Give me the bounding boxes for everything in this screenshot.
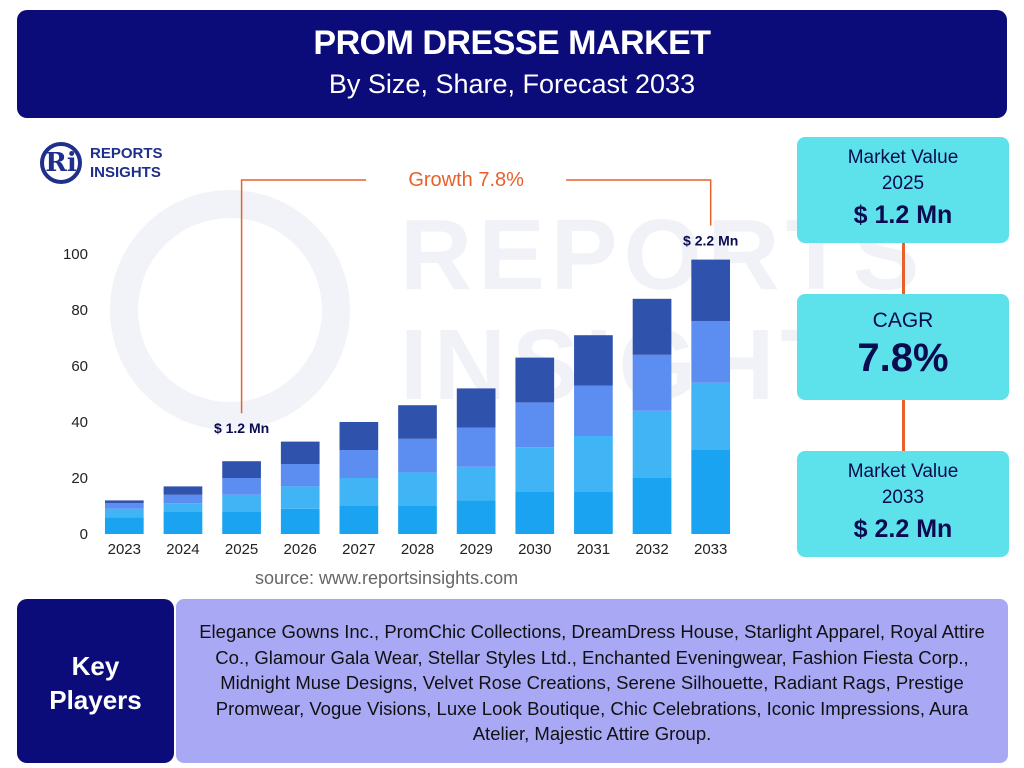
- x-tick-label: 2030: [518, 541, 551, 558]
- bar-segment-2028-2: [398, 472, 437, 506]
- bar-segment-2033-1: [691, 450, 731, 534]
- bar-segment-2027-1: [339, 506, 379, 534]
- cagr-card: CAGR 7.8%: [797, 294, 1009, 400]
- market-value-2033-year: 2033: [881, 487, 925, 508]
- bar-segment-2026-2: [280, 486, 320, 509]
- x-tick-label: 2024: [166, 541, 199, 558]
- market-value-2025-value: $ 1.2 Mn: [853, 201, 953, 229]
- bar-segment-2025-1: [222, 511, 261, 534]
- bar-segment-2025-4: [222, 461, 261, 478]
- source-note: source: www.reportsinsights.com: [255, 568, 519, 588]
- y-tick-label: 100: [63, 246, 88, 263]
- y-tick-label: 40: [71, 414, 88, 431]
- bar-segment-2029-2: [456, 466, 496, 501]
- stat-connector-top: [902, 243, 905, 294]
- cagr-label: CAGR: [872, 309, 934, 332]
- bar-segment-2032-2: [632, 410, 672, 478]
- y-tick-label: 60: [71, 358, 88, 375]
- market-value-2025-year: 2025: [881, 173, 925, 194]
- x-tick-label: 2023: [108, 541, 141, 558]
- bar-segment-2024-2: [163, 503, 203, 512]
- bar-segment-2023-2: [104, 508, 144, 518]
- bar-segment-2026-3: [280, 464, 320, 487]
- x-tick-label: 2032: [635, 541, 668, 558]
- bar-segment-2032-4: [632, 298, 672, 355]
- market-value-2025-card: Market Value 2025 $ 1.2 Mn: [797, 137, 1009, 243]
- bar-segment-2031-4: [574, 335, 613, 386]
- bar-segment-2025-2: [222, 494, 261, 512]
- x-tick-label: 2029: [459, 541, 492, 558]
- page-subtitle: By Size, Share, Forecast 2033: [328, 69, 696, 99]
- logo-line1: REPORTS: [90, 145, 163, 162]
- bar-segment-2028-4: [398, 405, 437, 439]
- bar-segment-2026-4: [280, 441, 320, 464]
- y-tick-label: 20: [71, 470, 88, 487]
- start-value-label: $ 1.2 Mn: [214, 420, 269, 436]
- bar-segment-2024-4: [163, 486, 203, 495]
- bar-segment-2032-3: [632, 354, 672, 411]
- logo-mark-icon: Ri: [40, 142, 82, 184]
- cagr-value: 7.8%: [857, 336, 949, 380]
- bar-segment-2030-4: [515, 357, 555, 403]
- end-value-label: $ 2.2 Mn: [683, 233, 738, 249]
- growth-line-left: [240, 179, 367, 414]
- bar-segment-2030-1: [515, 492, 555, 534]
- market-value-2025-label: Market Value: [847, 147, 959, 168]
- growth-annotation: Growth 7.8%: [408, 169, 524, 191]
- bar-segment-2031-1: [574, 492, 613, 534]
- bar-segment-2029-4: [456, 388, 496, 428]
- market-value-2033-label: Market Value: [847, 461, 959, 482]
- bar-segment-2033-2: [691, 382, 731, 450]
- bar-segment-2030-2: [515, 447, 555, 492]
- bar-segment-2023-3: [104, 503, 144, 509]
- bar-segment-2024-1: [163, 511, 203, 534]
- market-value-2033-card: Market Value 2033 $ 2.2 Mn: [797, 451, 1009, 557]
- bar-segment-2029-1: [456, 500, 496, 534]
- x-tick-label: 2025: [225, 541, 258, 558]
- bar-segment-2030-3: [515, 402, 555, 448]
- key-players-heading-line1: Key: [71, 651, 120, 681]
- x-tick-label: 2027: [342, 541, 375, 558]
- bar-segment-2027-4: [339, 422, 379, 450]
- brand-logo: Ri REPORTS INSIGHTS: [40, 140, 190, 188]
- growth-label: Growth: [408, 169, 478, 191]
- bar-segment-2028-3: [398, 438, 437, 473]
- x-tick-label: 2026: [284, 541, 317, 558]
- bar-segment-2023-1: [104, 517, 144, 534]
- bar-segment-2029-3: [456, 427, 496, 467]
- bar-segment-2026-1: [280, 508, 320, 534]
- bar-segment-2031-3: [574, 385, 613, 436]
- bar-segment-2033-3: [691, 321, 731, 383]
- logo-line2: INSIGHTS: [90, 164, 161, 181]
- market-value-2033-value: $ 2.2 Mn: [853, 515, 953, 543]
- bar-segment-2033-4: [691, 259, 731, 322]
- bar-segment-2027-3: [339, 450, 379, 478]
- growth-line-right: [566, 179, 712, 226]
- bar-segment-2024-3: [163, 494, 203, 504]
- stat-connector-bottom: [902, 400, 905, 451]
- bar-segment-2028-1: [398, 506, 437, 534]
- logo-text: REPORTS INSIGHTS: [90, 144, 163, 182]
- bar-segment-2031-2: [574, 436, 613, 492]
- y-tick-label: 0: [80, 526, 88, 543]
- x-tick-label: 2028: [401, 541, 434, 558]
- x-tick-label: 2033: [694, 541, 727, 558]
- key-players-heading: Key Players: [17, 599, 174, 763]
- header-banner: PROM DRESSE MARKET By Size, Share, Forec…: [17, 10, 1007, 118]
- bar-segment-2027-2: [339, 478, 379, 506]
- y-tick-label: 80: [71, 302, 88, 319]
- key-players-list: Elegance Gowns Inc., PromChic Collection…: [176, 599, 1008, 763]
- page-title: PROM DRESSE MARKET: [313, 24, 711, 62]
- x-tick-label: 2031: [577, 541, 610, 558]
- key-players-heading-line2: Players: [49, 685, 142, 715]
- growth-value: 7.8%: [478, 169, 524, 191]
- bar-segment-2032-1: [632, 478, 672, 534]
- bar-segment-2025-3: [222, 478, 261, 495]
- stacked-bar-chart: 0 20 40 60 80 100 2023 2024 2025 2026 2027 2028 2029…: [63, 169, 738, 558]
- bar-segment-2023-4: [104, 500, 144, 504]
